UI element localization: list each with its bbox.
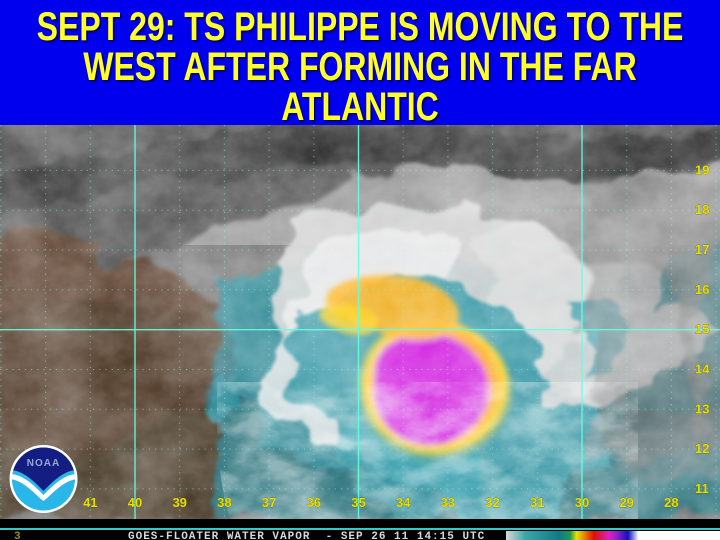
svg-text:11: 11 [695,481,709,496]
svg-text:15: 15 [695,322,709,337]
svg-text:41: 41 [83,495,97,510]
svg-text:NOAA: NOAA [27,458,60,469]
svg-text:37: 37 [262,495,276,510]
svg-text:19: 19 [695,162,709,177]
svg-text:28: 28 [664,495,678,510]
svg-text:31: 31 [530,495,544,510]
svg-text:13: 13 [695,401,709,416]
svg-text:34: 34 [396,495,411,510]
svg-text:35: 35 [351,495,365,510]
svg-text:17: 17 [695,242,709,257]
svg-text:40: 40 [128,495,142,510]
svg-text:38: 38 [217,495,231,510]
svg-text:16: 16 [695,282,709,297]
svg-text:36: 36 [307,495,321,510]
svg-text:39: 39 [172,495,186,510]
svg-text:14: 14 [695,362,710,377]
svg-text:18: 18 [695,202,709,217]
svg-text:30: 30 [575,495,589,510]
svg-text:29: 29 [619,495,633,510]
svg-text:12: 12 [695,441,709,456]
svg-text:32: 32 [485,495,499,510]
svg-text:33: 33 [441,495,455,510]
